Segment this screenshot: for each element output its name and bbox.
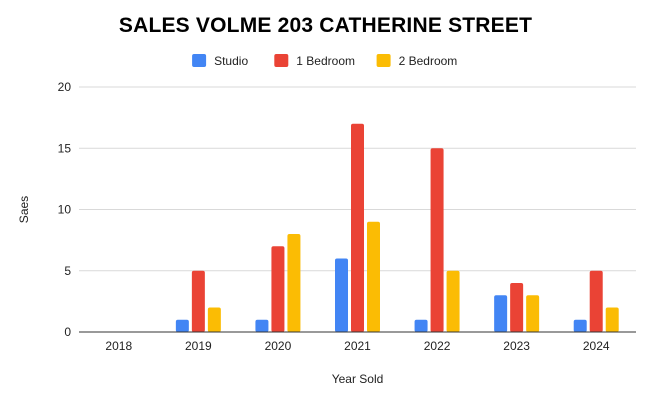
bar-studio-2021 (335, 258, 348, 332)
x-axis-ticks: 2018 2019 2020 2021 2022 2023 2024 (105, 339, 609, 353)
legend-label-1-bedroom: 1 Bedroom (296, 54, 355, 68)
x-tick-label: 2019 (185, 339, 212, 353)
bar-studio-2022 (414, 319, 428, 332)
bars (175, 123, 619, 332)
bar-1-bedroom-2024 (589, 270, 603, 332)
bar-studio-2024 (573, 319, 587, 332)
chart-title: SALES VOLME 203 CATHERINE STREET (0, 14, 651, 38)
bar-2-bedroom-2021 (367, 221, 380, 332)
legend-swatch-1-bedroom (274, 54, 289, 67)
x-axis-label: Year Sold (332, 372, 384, 386)
x-tick-label: 2020 (265, 339, 292, 353)
y-axis-ticks: 0 5 10 15 20 (58, 80, 72, 339)
bar-2-bedroom-2022 (446, 270, 460, 332)
bar-1-bedroom-2020 (271, 246, 285, 332)
legend-swatch-studio (192, 54, 207, 67)
bar-2-bedroom-2023 (526, 295, 540, 332)
x-tick-label: 2023 (503, 339, 530, 353)
x-tick-label: 2021 (344, 339, 371, 353)
bar-2-bedroom-2024 (605, 307, 619, 332)
y-tick-label: 5 (64, 264, 71, 278)
bar-1-bedroom-2019 (191, 270, 205, 332)
bar-1-bedroom-2023 (510, 283, 524, 332)
legend-label-studio: Studio (214, 54, 248, 68)
legend-swatch-2-bedroom (376, 54, 391, 67)
bar-2-bedroom-2019 (207, 307, 221, 332)
y-tick-label: 15 (58, 141, 72, 155)
bar-2-bedroom-2020 (287, 234, 301, 332)
chart-title-text: SALES VOLME 203 CATHERINE STREET (118, 14, 533, 37)
bar-studio-2019 (175, 319, 189, 332)
bar-studio-2020 (255, 319, 269, 332)
bar-studio-2023 (494, 295, 508, 332)
y-axis-label: Saes (17, 196, 31, 223)
y-tick-label: 0 (64, 325, 71, 339)
x-tick-label: 2024 (583, 339, 610, 353)
legend-label-2-bedroom: 2 Bedroom (399, 54, 458, 68)
bar-1-bedroom-2022 (430, 148, 444, 332)
bar-1-bedroom-2021 (351, 123, 364, 332)
y-tick-label: 10 (58, 203, 72, 217)
legend: Studio 1 Bedroom 2 Bedroom (192, 54, 457, 68)
y-tick-label: 20 (58, 80, 72, 94)
x-tick-label: 2018 (105, 339, 132, 353)
x-tick-label: 2022 (424, 339, 451, 353)
